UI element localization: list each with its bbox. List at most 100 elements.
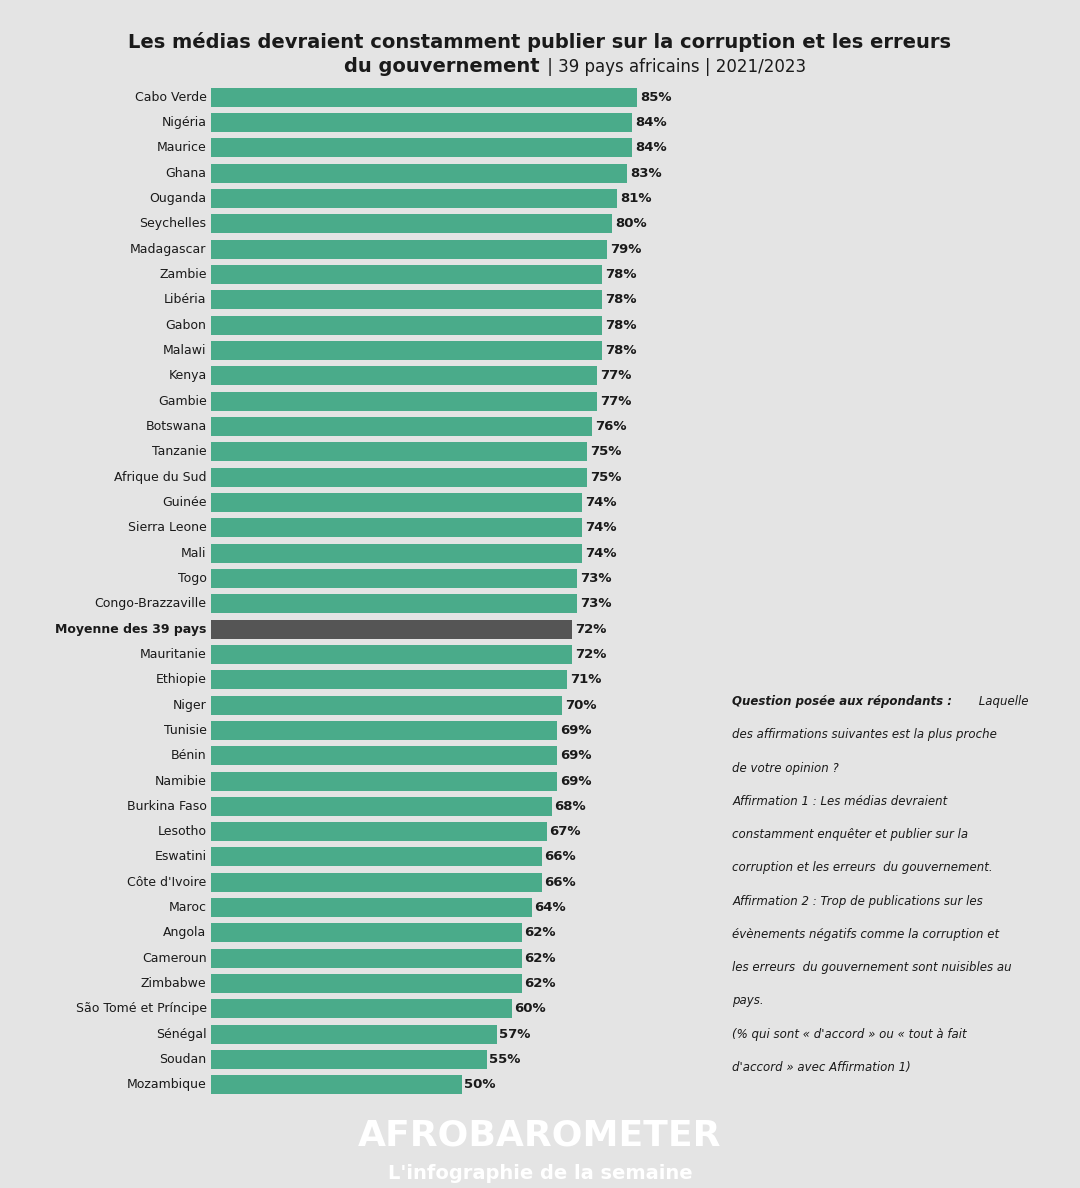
Text: 55%: 55% [489,1053,521,1066]
Bar [211,923,522,942]
Text: 78%: 78% [605,343,636,356]
Text: 73%: 73% [580,571,611,584]
Text: Zimbabwe: Zimbabwe [141,978,206,990]
Text: 81%: 81% [620,192,651,204]
Text: du gouvernement: du gouvernement [345,57,540,76]
Text: 70%: 70% [565,699,596,712]
Text: Soudan: Soudan [160,1053,206,1066]
Text: Maroc: Maroc [168,902,206,914]
Text: Maurice: Maurice [157,141,206,154]
Text: 79%: 79% [610,242,642,255]
Text: 74%: 74% [584,495,617,508]
Text: Niger: Niger [173,699,206,712]
Text: 78%: 78% [605,268,636,280]
Text: 69%: 69% [559,750,591,763]
Text: 80%: 80% [615,217,647,230]
Bar [211,518,582,537]
Text: 85%: 85% [640,90,672,103]
Text: Laquelle: Laquelle [975,695,1029,708]
Bar [211,873,542,892]
Text: Seychelles: Seychelles [139,217,206,230]
Text: Gambie: Gambie [158,394,206,407]
Text: Mali: Mali [181,546,206,560]
Bar [211,1050,487,1069]
Bar [211,594,577,613]
Text: de votre opinion ?: de votre opinion ? [732,762,839,775]
Text: Mozambique: Mozambique [126,1079,206,1092]
Bar [211,949,522,968]
Text: 77%: 77% [599,394,631,407]
Bar [211,88,637,107]
Text: 66%: 66% [544,876,577,889]
Text: 57%: 57% [499,1028,530,1041]
Text: constamment enquêter et publier sur la: constamment enquêter et publier sur la [732,828,969,841]
Text: 73%: 73% [580,598,611,611]
Text: 66%: 66% [544,851,577,864]
Text: Cameroun: Cameroun [141,952,206,965]
Bar [211,164,627,183]
Bar [211,999,512,1018]
Bar [211,341,603,360]
Text: Burkina Faso: Burkina Faso [126,800,206,813]
Bar [211,847,542,866]
Text: Côte d'Ivoire: Côte d'Ivoire [127,876,206,889]
Text: 69%: 69% [559,723,591,737]
Text: 76%: 76% [595,419,626,432]
Text: 75%: 75% [590,470,621,484]
Text: Gabon: Gabon [165,318,206,331]
Text: Ouganda: Ouganda [149,192,206,204]
Bar [211,721,557,740]
Bar [211,417,592,436]
Text: Angola: Angola [163,927,206,940]
Text: Tanzanie: Tanzanie [152,446,206,459]
Text: Madagascar: Madagascar [131,242,206,255]
Bar [211,240,607,259]
Text: Congo-Brazzaville: Congo-Brazzaville [95,598,206,611]
Bar [211,1025,497,1044]
Bar [211,1075,462,1094]
Bar [211,392,597,411]
Text: 60%: 60% [514,1003,546,1016]
Text: Cabo Verde: Cabo Verde [135,90,206,103]
Text: 74%: 74% [584,546,617,560]
Text: São Tomé et Príncipe: São Tomé et Príncipe [76,1003,206,1016]
Bar [211,645,572,664]
Bar [211,619,572,638]
Text: 62%: 62% [525,952,556,965]
Bar [211,493,582,512]
Text: 83%: 83% [630,166,662,179]
Text: Mauritanie: Mauritanie [139,647,206,661]
Text: pays.: pays. [732,994,764,1007]
Text: Guinée: Guinée [162,495,206,508]
Text: 72%: 72% [575,623,606,636]
Text: Tunisie: Tunisie [164,723,206,737]
Bar [211,670,567,689]
Text: d'accord » avec Affirmation 1): d'accord » avec Affirmation 1) [732,1061,912,1074]
Bar [211,974,522,993]
Text: Zambie: Zambie [159,268,206,280]
Text: Moyenne des 39 pays: Moyenne des 39 pays [55,623,206,636]
Text: (% qui sont « d'accord » ou « tout à fait: (% qui sont « d'accord » ou « tout à fai… [732,1028,967,1041]
Bar [211,366,597,385]
Bar [211,771,557,790]
Text: Les médias devraient constamment publier sur la corruption et les erreurs: Les médias devraient constamment publier… [129,32,951,51]
Text: Namibie: Namibie [154,775,206,788]
Bar [211,544,582,563]
Text: Affirmation 2 : Trop de publications sur les: Affirmation 2 : Trop de publications sur… [732,895,983,908]
Text: 84%: 84% [635,141,666,154]
Text: Sierra Leone: Sierra Leone [127,522,206,535]
Text: Kenya: Kenya [168,369,206,383]
Text: 78%: 78% [605,318,636,331]
Text: Botswana: Botswana [146,419,206,432]
Text: 69%: 69% [559,775,591,788]
Text: 67%: 67% [550,826,581,839]
Bar [211,290,603,309]
Text: Question posée aux répondants :: Question posée aux répondants : [732,695,953,708]
Text: Lesotho: Lesotho [158,826,206,839]
Bar [211,569,577,588]
Text: Ghana: Ghana [165,166,206,179]
Text: 68%: 68% [555,800,586,813]
Text: 50%: 50% [464,1079,496,1092]
Text: 62%: 62% [525,978,556,990]
Text: 72%: 72% [575,647,606,661]
